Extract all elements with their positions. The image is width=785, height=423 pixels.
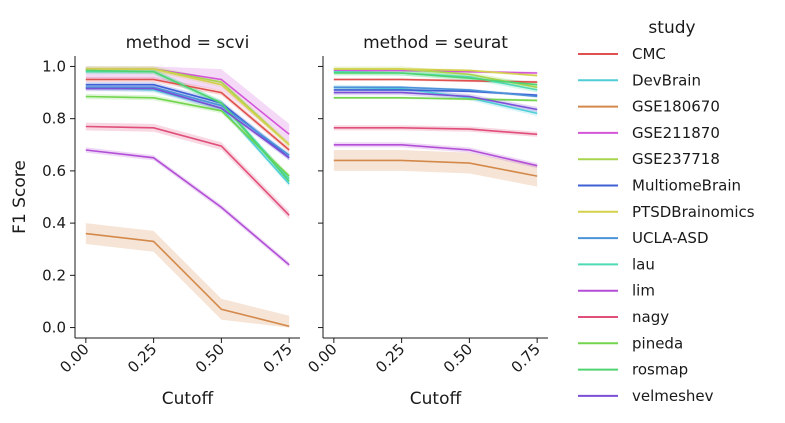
- confidence-band-nagy: [333, 125, 538, 137]
- x-tick-label: 0.75: [260, 340, 296, 376]
- x-tick-label: 0.00: [304, 340, 340, 376]
- y-tick-label: 0.2: [42, 266, 66, 284]
- series-line-UCLA-ASD: [333, 86, 538, 98]
- legend-label-UCLA-ASD: UCLA-ASD: [632, 229, 709, 247]
- legend-label-CMC: CMC: [632, 45, 666, 63]
- legend-label-lim: lim: [632, 282, 655, 300]
- series-line-PTSDBrainomics: [333, 68, 538, 77]
- series-line-velmeshev: [85, 87, 290, 159]
- series-line-pineda: [333, 97, 538, 102]
- x-tick-label: 0.25: [372, 340, 408, 376]
- x-tick-label: 0.25: [124, 340, 160, 376]
- series-line-lim: [85, 149, 290, 266]
- y-tick-label: 0.4: [42, 214, 66, 232]
- legend-label-velmeshev: velmeshev: [632, 387, 714, 405]
- x-axis-label-0: Cutoff: [162, 389, 215, 409]
- series-line-CMC: [85, 78, 290, 151]
- confidence-band-nagy: [85, 122, 290, 220]
- legend-label-GSE180670: GSE180670: [632, 98, 720, 116]
- legend-label-PTSDBrainomics: PTSDBrainomics: [632, 203, 755, 221]
- y-axis-label: F1 Score: [10, 160, 30, 234]
- x-tick-label: 0.75: [508, 340, 544, 376]
- x-axis-label-1: Cutoff: [410, 389, 463, 409]
- legend-label-MultiomeBrain: MultiomeBrain: [632, 177, 741, 195]
- legend-label-rosmap: rosmap: [632, 361, 688, 379]
- facet-title-1: method = seurat: [363, 33, 508, 53]
- legend-title: study: [648, 18, 695, 38]
- confidence-band-GSE211870: [85, 66, 290, 145]
- legend-label-lau: lau: [632, 255, 655, 273]
- series-line-nagy: [333, 127, 538, 136]
- confidence-band-GSE180670: [333, 150, 538, 187]
- x-tick-label: 0.00: [56, 340, 92, 376]
- confidence-band-lau: [333, 69, 538, 93]
- legend-label-DevBrain: DevBrain: [632, 71, 701, 89]
- confidence-band-velmeshev: [85, 86, 290, 161]
- facet-title-0: method = scvi: [126, 33, 250, 53]
- legend-label-pineda: pineda: [632, 334, 683, 352]
- series-line-velmeshev: [333, 91, 538, 111]
- series-line-UCLA-ASD: [85, 86, 290, 156]
- y-tick-label: 1.0: [42, 57, 66, 75]
- series-line-lim: [333, 144, 538, 167]
- legend-label-nagy: nagy: [632, 308, 669, 326]
- series-line-GSE180670: [85, 232, 290, 328]
- y-tick-label: 0.0: [42, 319, 66, 337]
- series-line-rosmap: [85, 69, 290, 182]
- legend-label-GSE211870: GSE211870: [632, 124, 720, 142]
- series-line-nagy: [85, 125, 290, 216]
- y-tick-label: 0.6: [42, 162, 66, 180]
- series-line-GSE180670: [333, 159, 538, 177]
- legend-label-GSE237718: GSE237718: [632, 150, 720, 168]
- x-tick-label: 0.50: [440, 340, 476, 376]
- y-tick-label: 0.8: [42, 110, 66, 128]
- series-line-rosmap: [333, 72, 538, 86]
- x-tick-label: 0.50: [192, 340, 228, 376]
- series-line-PTSDBrainomics: [85, 68, 290, 146]
- confidence-band-rosmap: [333, 70, 538, 88]
- series-line-pineda: [85, 95, 290, 177]
- confidence-band-lim: [85, 147, 290, 268]
